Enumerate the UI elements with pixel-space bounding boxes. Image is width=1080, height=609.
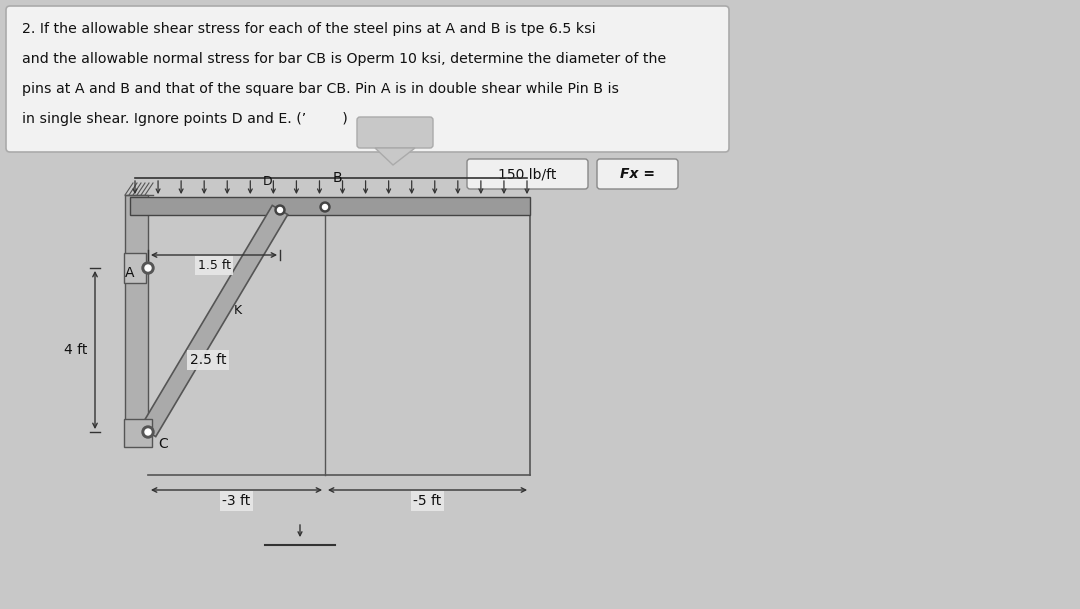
Text: C: C bbox=[158, 437, 167, 451]
Text: 150 lb/ft: 150 lb/ft bbox=[498, 167, 556, 181]
Circle shape bbox=[145, 429, 151, 435]
Bar bbox=[125, 195, 148, 440]
Text: -3 ft: -3 ft bbox=[222, 494, 251, 508]
Polygon shape bbox=[140, 205, 287, 437]
Text: D: D bbox=[264, 175, 273, 188]
Text: K: K bbox=[234, 304, 242, 317]
FancyBboxPatch shape bbox=[467, 159, 588, 189]
Text: and the allowable normal stress for bar CB is Operm 10 ksi, determine the diamet: and the allowable normal stress for bar … bbox=[22, 52, 666, 66]
Text: 1.5 ft: 1.5 ft bbox=[198, 259, 230, 272]
Text: pins at A and B and that of the square bar CB. Pin A is in double shear while Pi: pins at A and B and that of the square b… bbox=[22, 82, 619, 96]
Circle shape bbox=[323, 205, 327, 209]
Circle shape bbox=[141, 426, 154, 438]
FancyBboxPatch shape bbox=[6, 6, 729, 152]
Bar bbox=[124, 253, 146, 283]
Circle shape bbox=[145, 265, 151, 271]
Text: 2.5 ft: 2.5 ft bbox=[190, 353, 227, 367]
Text: 2. If the allowable shear stress for each of the steel pins at A and B is tpe 6.: 2. If the allowable shear stress for eac… bbox=[22, 22, 596, 36]
Bar bbox=[130, 197, 530, 215]
Text: 4 ft: 4 ft bbox=[64, 343, 87, 357]
Text: A: A bbox=[125, 266, 135, 280]
Text: in single shear. Ignore points D and E. (’        ): in single shear. Ignore points D and E. … bbox=[22, 112, 348, 126]
Polygon shape bbox=[375, 148, 415, 165]
Text: Fx =: Fx = bbox=[620, 167, 654, 181]
Circle shape bbox=[320, 202, 330, 212]
Text: B: B bbox=[333, 171, 342, 185]
Circle shape bbox=[278, 208, 283, 213]
Text: -5 ft: -5 ft bbox=[414, 494, 442, 508]
FancyBboxPatch shape bbox=[357, 117, 433, 148]
Circle shape bbox=[275, 205, 285, 215]
FancyBboxPatch shape bbox=[597, 159, 678, 189]
Circle shape bbox=[141, 262, 154, 274]
Bar bbox=[124, 419, 152, 447]
